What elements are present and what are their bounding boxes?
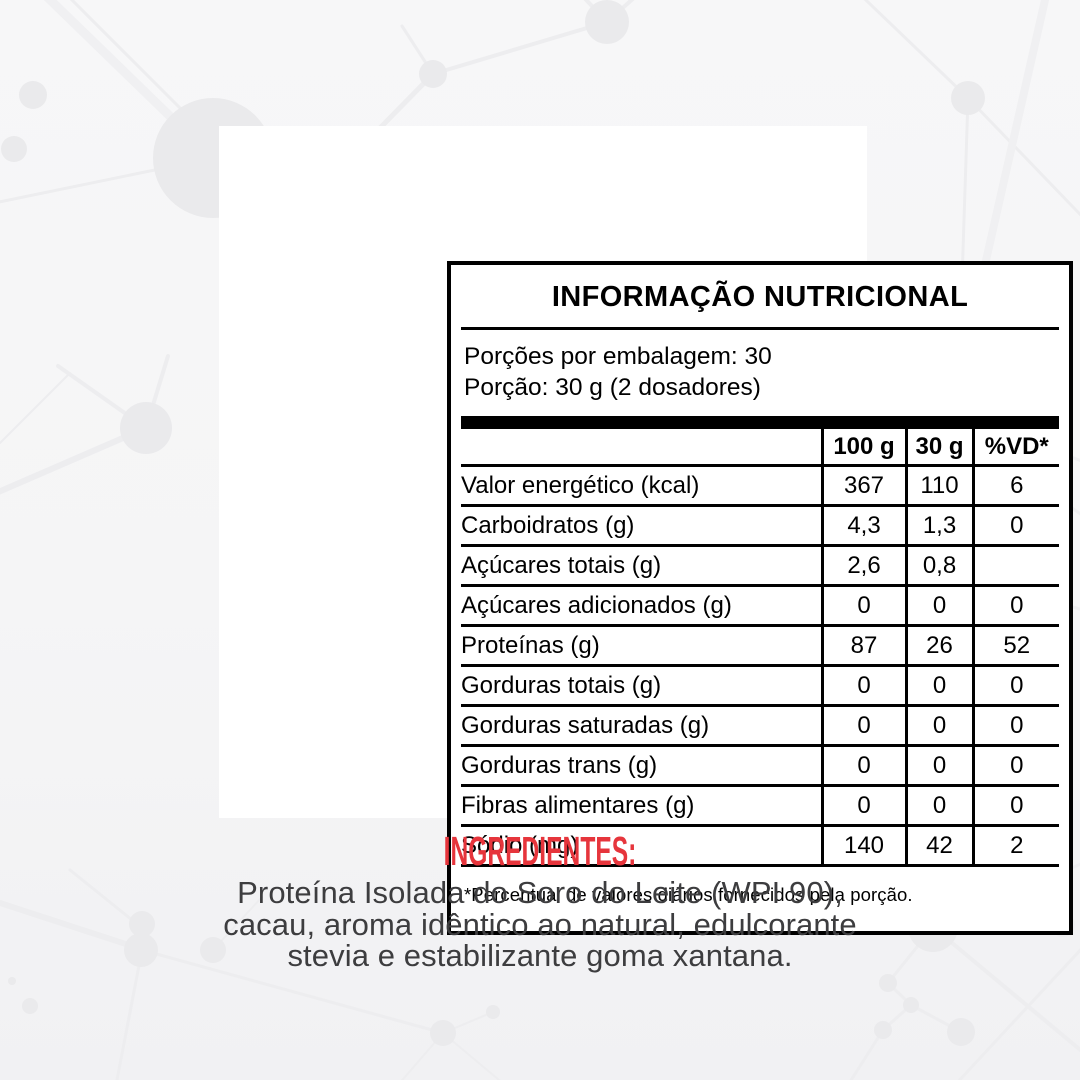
ingredients-section: INGREDIENTES: Proteína Isolada do Soro d… — [0, 829, 1080, 972]
value-per-100g: 2,6 — [820, 545, 906, 587]
value-per-30g: 0,8 — [904, 545, 973, 587]
nutrient-row: Gorduras trans (g) 0 0 0 — [461, 745, 1059, 787]
value-per-30g: 0 — [904, 705, 973, 747]
nutrient-row: Gorduras saturadas (g) 0 0 0 — [461, 705, 1059, 747]
nutrient-row: Fibras alimentares (g) 0 0 0 — [461, 785, 1059, 827]
value-per-100g: 87 — [820, 625, 906, 667]
nutrient-row: Açúcares adicionados (g) 0 0 0 — [461, 585, 1059, 627]
nutrition-title: INFORMAÇÃO NUTRICIONAL — [551, 281, 969, 313]
value-per-30g: 0 — [904, 745, 973, 787]
value-per-100g: 0 — [820, 585, 906, 627]
nutrient-label: Gorduras totais (g) — [461, 665, 822, 707]
value-per-30g: 0 — [904, 785, 973, 827]
value-per-100g: 367 — [820, 465, 906, 507]
value-per-100g: 0 — [820, 785, 906, 827]
title-divider — [461, 327, 1059, 330]
value-per-100g: 4,3 — [820, 505, 906, 547]
value-per-30g: 26 — [904, 625, 973, 667]
value-per-100g: 0 — [820, 705, 906, 747]
value-pct-vd: 0 — [971, 585, 1059, 627]
value-pct-vd: 0 — [971, 665, 1059, 707]
nutrient-row: Sódio (mg) 140 42 2 — [461, 825, 1059, 867]
serving-info: Porções por embalagem: 30 Porção: 30 g (… — [461, 330, 1059, 416]
value-pct-vd: 0 — [971, 785, 1059, 827]
value-per-100g: 140 — [820, 825, 906, 867]
value-per-30g: 0 — [904, 665, 973, 707]
nutrition-frame: INFORMAÇÃO NUTRICIONAL Porções por embal… — [447, 261, 1073, 935]
value-pct-vd: 0 — [971, 745, 1059, 787]
value-per-100g: 0 — [820, 665, 906, 707]
nutrient-label: Gorduras trans (g) — [461, 745, 822, 787]
nutrient-row: Açúcares totais (g) 2,6 0,8 — [461, 545, 1059, 587]
col-header-vd: %VD* — [971, 429, 1059, 467]
value-pct-vd: 0 — [971, 705, 1059, 747]
servings-per-package: Porções por embalagem: 30 — [464, 343, 772, 370]
nutrient-label: Valor energético (kcal) — [461, 465, 822, 507]
nutrient-label: Carboidratos (g) — [461, 505, 822, 547]
ingredients-line: cacau, aroma idêntico ao natural, edulco… — [223, 906, 857, 942]
nutrient-label: Fibras alimentares (g) — [461, 785, 822, 827]
value-pct-vd: 2 — [971, 825, 1059, 867]
nutrition-card: INFORMAÇÃO NUTRICIONAL Porções por embal… — [219, 126, 1073, 935]
nutrient-row: Gorduras totais (g) 0 0 0 — [461, 665, 1059, 707]
ingredients-line: Proteína Isolada do Soro do Leite (WPI 9… — [237, 875, 843, 910]
serving-size: Porção: 30 g (2 dosadores) — [464, 374, 761, 401]
value-per-30g: 1,3 — [904, 505, 973, 547]
ingredients-line: stevia e estabilizante goma xantana. — [287, 938, 793, 973]
nutrient-row: Valor energético (kcal) 367 110 6 — [461, 465, 1059, 507]
col-header-30g: 30 g — [904, 429, 973, 467]
nutrition-table: 100 g 30 g %VD* Valor energético (kcal) 3… — [461, 429, 1059, 867]
ingredients-text: Proteína Isolada do Soro do Leite (WPI 9… — [0, 877, 1080, 972]
nutrient-label: Açúcares totais (g) — [461, 545, 822, 587]
value-per-30g: 110 — [904, 465, 973, 507]
daily-value-footnote: *Percentual de valores diários fornecido… — [464, 884, 913, 905]
value-per-30g: 0 — [904, 585, 973, 627]
ingredients-heading: INGREDIENTES: — [443, 828, 637, 874]
value-per-100g: 0 — [820, 745, 906, 787]
nutrient-label: Açúcares adicionados (g) — [461, 585, 822, 627]
nutrient-label: Sódio (mg) — [461, 825, 822, 867]
nutrient-row: Carboidratos (g) 4,3 1,3 0 — [461, 505, 1059, 547]
col-header-100g: 100 g — [820, 429, 906, 467]
value-pct-vd: 52 — [971, 625, 1059, 667]
nutrient-label: Gorduras saturadas (g) — [461, 705, 822, 747]
table-header-row: 100 g 30 g %VD* — [461, 429, 1059, 467]
nutrient-row: Proteínas (g) 87 26 52 — [461, 625, 1059, 667]
value-pct-vd: 6 — [971, 465, 1059, 507]
nutrient-column-header — [461, 429, 822, 467]
value-pct-vd — [971, 545, 1059, 587]
nutrient-label: Proteínas (g) — [461, 625, 822, 667]
value-pct-vd: 0 — [971, 505, 1059, 547]
value-per-30g: 42 — [904, 825, 973, 867]
table-top-bar — [461, 416, 1059, 429]
